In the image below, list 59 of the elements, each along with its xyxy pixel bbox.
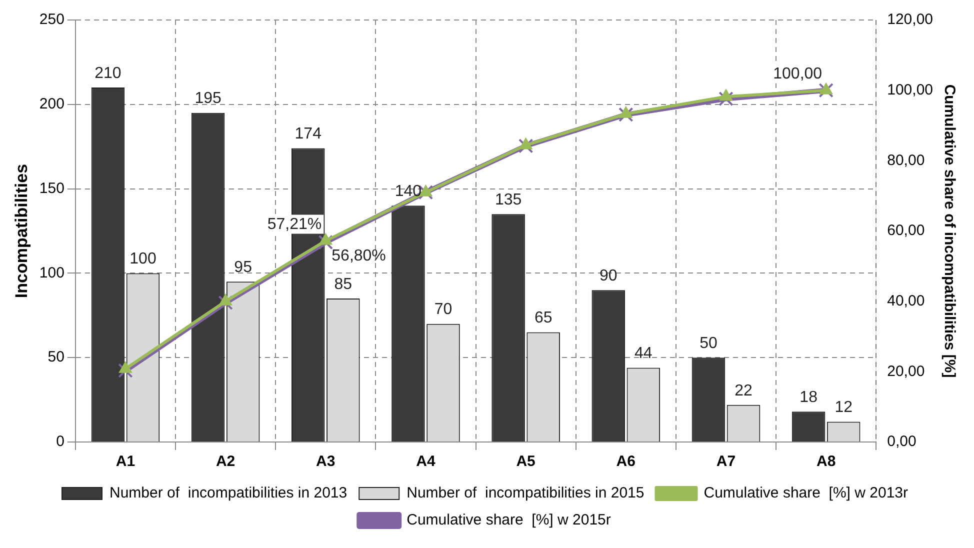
legend-label: Number of incompatibilities in 2015 [406,484,644,502]
y2-tick-label: 0,00 [887,433,916,450]
data-label: 56,80% [332,248,386,265]
data-label: 140 [394,183,422,200]
point [319,234,332,245]
y2-tick-label: 20,00 [887,362,925,380]
y-tick-label: 0 [56,433,64,450]
data-label: 65 [534,310,552,327]
legend-label: Cumulative share [%] w 2013r [704,484,908,502]
legend-label: Number of incompatibilities in 2013 [110,484,348,502]
data-label: 135 [494,192,522,209]
x-tick-label: A6 [616,453,636,470]
data-label: 12 [834,399,853,416]
data-label: 195 [194,90,222,108]
y-tick-label: 200 [39,96,64,113]
data-label: 57,21% [267,216,322,234]
y2-tick-label: 60,00 [887,222,925,240]
point [618,107,634,122]
y2-tick-label: 120,00 [887,11,934,28]
y2-tick-label: 40,00 [887,292,925,310]
x-tick-label: A5 [516,453,536,470]
data-label: 210 [94,64,122,82]
data-label: 85 [334,276,352,293]
y-tick-label: 150 [39,180,64,197]
data-label: 22 [734,382,753,400]
x-tick-label: A4 [416,453,436,470]
point [718,91,734,106]
y-axis-title: Incompatibilities [12,164,31,298]
y2-tick-label: 100,00 [887,81,934,98]
data-label: 90 [599,267,618,284]
y-tick-label: 250 [39,11,64,28]
data-label: 100 [130,250,156,268]
y-tick-label: 50 [48,348,64,366]
x-tick-label: A2 [216,453,236,470]
x-tick-label: A7 [716,453,736,470]
point [818,82,834,98]
y-tick-label: 100 [39,264,64,282]
data-label: 70 [434,301,452,318]
data-label: 44 [634,345,652,362]
y2-tick-label: 80,00 [887,152,925,169]
data-label: 95 [234,259,252,276]
point [720,90,732,101]
point [518,138,534,154]
point [119,362,132,373]
x-tick-label: A1 [116,453,136,470]
point [620,106,632,118]
legend-label: Cumulative share [%] w 2015r [406,512,611,529]
point [318,234,334,250]
data-label: 100,00 [773,66,822,83]
point [820,83,832,94]
point [219,294,232,306]
data-label: 174 [294,126,322,143]
data-label: 18 [800,389,818,406]
point [520,138,532,150]
point [218,295,233,310]
y2-axis-title: Cumulative share of incompatibilities [%] [940,84,958,378]
x-tick-label: A3 [316,453,336,470]
x-tick-label: A8 [816,453,836,470]
data-label: 50 [700,335,718,352]
